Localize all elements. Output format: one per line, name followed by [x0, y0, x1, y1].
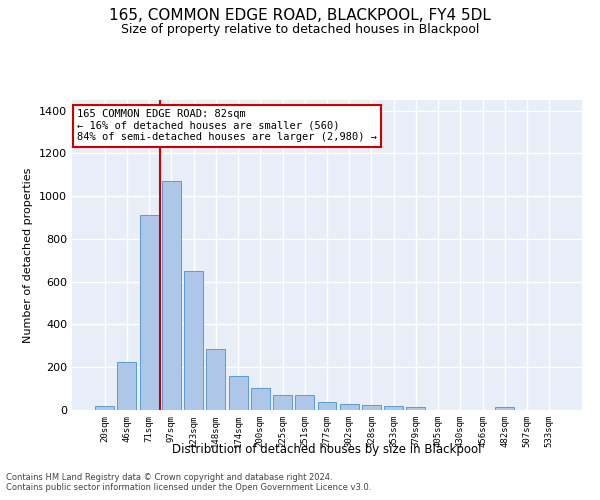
Bar	[273, 395, 292, 410]
Text: Contains public sector information licensed under the Open Government Licence v3: Contains public sector information licen…	[6, 482, 371, 492]
Bar	[206, 349, 225, 410]
Bar	[95, 406, 114, 410]
Bar	[362, 406, 381, 410]
Text: 165 COMMON EDGE ROAD: 82sqm
← 16% of detached houses are smaller (560)
84% of se: 165 COMMON EDGE ROAD: 82sqm ← 16% of det…	[77, 110, 377, 142]
Bar	[118, 362, 136, 410]
Text: 165, COMMON EDGE ROAD, BLACKPOOL, FY4 5DL: 165, COMMON EDGE ROAD, BLACKPOOL, FY4 5D…	[109, 8, 491, 22]
Bar	[317, 402, 337, 410]
Bar	[162, 181, 181, 410]
Bar	[184, 271, 203, 410]
Bar	[496, 408, 514, 410]
Text: Size of property relative to detached houses in Blackpool: Size of property relative to detached ho…	[121, 22, 479, 36]
Bar	[340, 404, 359, 410]
Text: Contains HM Land Registry data © Crown copyright and database right 2024.: Contains HM Land Registry data © Crown c…	[6, 472, 332, 482]
Bar	[229, 376, 248, 410]
Bar	[406, 407, 425, 410]
Bar	[295, 395, 314, 410]
Y-axis label: Number of detached properties: Number of detached properties	[23, 168, 34, 342]
Bar	[140, 216, 158, 410]
Bar	[384, 406, 403, 410]
Text: Distribution of detached houses by size in Blackpool: Distribution of detached houses by size …	[172, 442, 482, 456]
Bar	[251, 388, 270, 410]
